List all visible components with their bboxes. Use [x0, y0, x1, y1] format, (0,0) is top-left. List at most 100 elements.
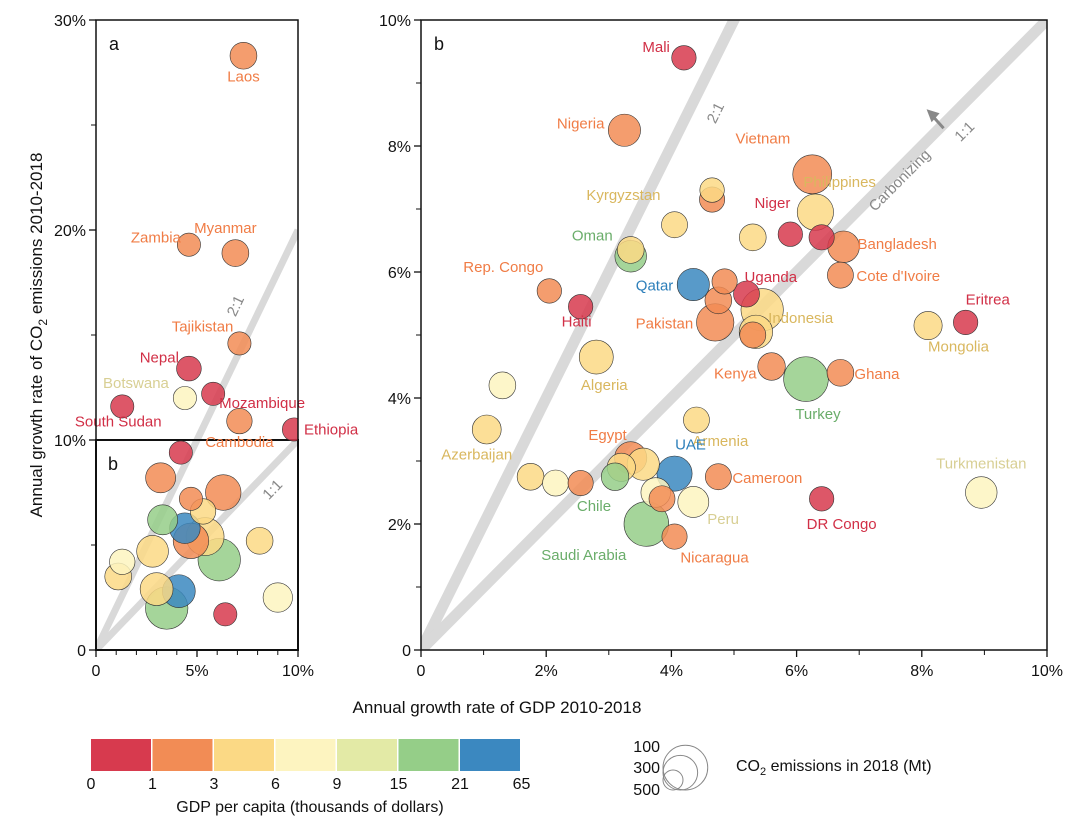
colorbar-tick-label: 3 [210, 776, 219, 793]
point-label: Peru [707, 511, 739, 528]
point-label: Vietnam [735, 130, 790, 147]
data-point [913, 311, 943, 340]
point-label: Turkey [795, 406, 841, 423]
x-tick-label: 10% [1031, 663, 1063, 680]
data-point [542, 469, 569, 497]
inset-label: b [108, 454, 118, 474]
point-label: Oman [572, 227, 613, 244]
y-tick-label: 4% [388, 391, 411, 408]
point-label: Egypt [588, 427, 627, 444]
point-label: Mongolia [928, 339, 990, 356]
data-point [578, 339, 614, 375]
point-label: Kenya [714, 366, 757, 383]
y-tick-label: 0 [77, 643, 86, 660]
x-tick-label: 8% [910, 663, 933, 680]
point-label: Qatar [636, 278, 674, 295]
point-label: Nigeria [557, 115, 605, 132]
y-tick-label: 10% [54, 433, 86, 450]
colorbar-tick-label: 1 [148, 776, 157, 793]
data-point [201, 381, 226, 406]
ratio-line-label: 1:1 [951, 118, 978, 145]
size-legend-value: 100 [633, 739, 660, 756]
colorbar-tick-label: 6 [271, 776, 280, 793]
data-point [808, 224, 835, 251]
point-label: UAE [675, 437, 706, 454]
y-axis-label: Annual growth rate of CO2 emissions 2010… [27, 153, 50, 518]
colorbar-segment [275, 739, 336, 771]
data-point [733, 280, 760, 308]
data-point [110, 394, 135, 419]
data-point [616, 236, 645, 264]
colorbar-segment [398, 739, 459, 771]
size-legend-circle [662, 744, 709, 791]
point-label: Ghana [854, 366, 900, 383]
colorbar-segment [91, 739, 151, 771]
x-tick-label: 10% [282, 663, 314, 680]
point-label: Botswana [103, 375, 170, 392]
panel-b: Mali Nigeria Vietnam Philippines Kyrgyzstan N… [379, 13, 1063, 680]
size-legend-title: CO2 emissions in 2018 (Mt) [736, 758, 932, 778]
x-axis-label: Annual growth rate of GDP 2010-2018 [353, 698, 642, 717]
point-label: Zambia [131, 230, 182, 247]
data-point [471, 414, 502, 445]
data-point [262, 582, 293, 613]
point-label: Niger [754, 195, 790, 212]
data-point [172, 386, 197, 410]
data-point [965, 476, 998, 509]
y-tick-label: 8% [388, 139, 411, 156]
data-point [783, 356, 829, 402]
panel-a: b Laos Zambia Myanmar Tajikistan Nepal Mozambi… [54, 13, 359, 680]
point-label: Algeria [581, 377, 628, 394]
y-tick-label: 0 [402, 643, 411, 660]
data-point [567, 470, 594, 496]
point-label: Philippines [803, 174, 876, 191]
data-point [227, 331, 252, 356]
data-point [516, 463, 545, 491]
point-label: Cambodia [205, 434, 274, 451]
point-label: DR Congo [807, 516, 877, 533]
point-label: Azerbaijan [441, 447, 512, 464]
point-label: Haiti [562, 314, 592, 331]
point-label: Ethiopia [304, 422, 359, 439]
x-tick-label: 0 [417, 663, 426, 680]
data-point [229, 41, 258, 70]
data-point [683, 406, 710, 434]
data-point [226, 408, 253, 435]
point-label: Laos [227, 69, 260, 86]
point-label: Bangladesh [858, 236, 937, 253]
data-point [179, 486, 203, 511]
point-label: Turkmenistan [936, 456, 1026, 473]
size-legend-circle [662, 754, 699, 791]
colorbar-segment [214, 739, 274, 771]
data-point [176, 232, 201, 257]
data-point [139, 572, 174, 606]
colorbar-tick-label: 21 [451, 776, 469, 793]
data-point [245, 527, 274, 555]
point-label: Uganda [745, 269, 798, 286]
point-label: Pakistan [636, 315, 694, 332]
colorbar-tick-label: 0 [87, 776, 96, 793]
ratio-line-2-1 [421, 20, 741, 650]
data-point [536, 278, 562, 304]
carbonizing-arrow [933, 117, 945, 130]
colorbar-tick-label: 65 [513, 776, 531, 793]
data-point [796, 193, 834, 231]
point-label: Nicaragua [680, 550, 749, 567]
data-point [671, 45, 697, 71]
data-point [699, 177, 725, 203]
ratio-line-label: 2:1 [704, 100, 729, 126]
point-label: Eritrea [966, 291, 1011, 308]
gdp-colorbar: 0 1 3 6 9 15 21 65 [87, 739, 531, 793]
size-legend-value: 300 [633, 760, 660, 777]
y-tick-label: 30% [54, 13, 86, 30]
x-tick-label: 2% [535, 663, 558, 680]
point-label: Myanmar [194, 220, 257, 237]
point-label: Cote d'Ivoire [856, 268, 940, 285]
point-label: Cameroon [732, 470, 802, 487]
point-label: Nepal [140, 350, 179, 367]
data-point [221, 239, 250, 267]
data-point [600, 462, 630, 491]
data-point [205, 474, 242, 511]
data-point [676, 268, 710, 302]
